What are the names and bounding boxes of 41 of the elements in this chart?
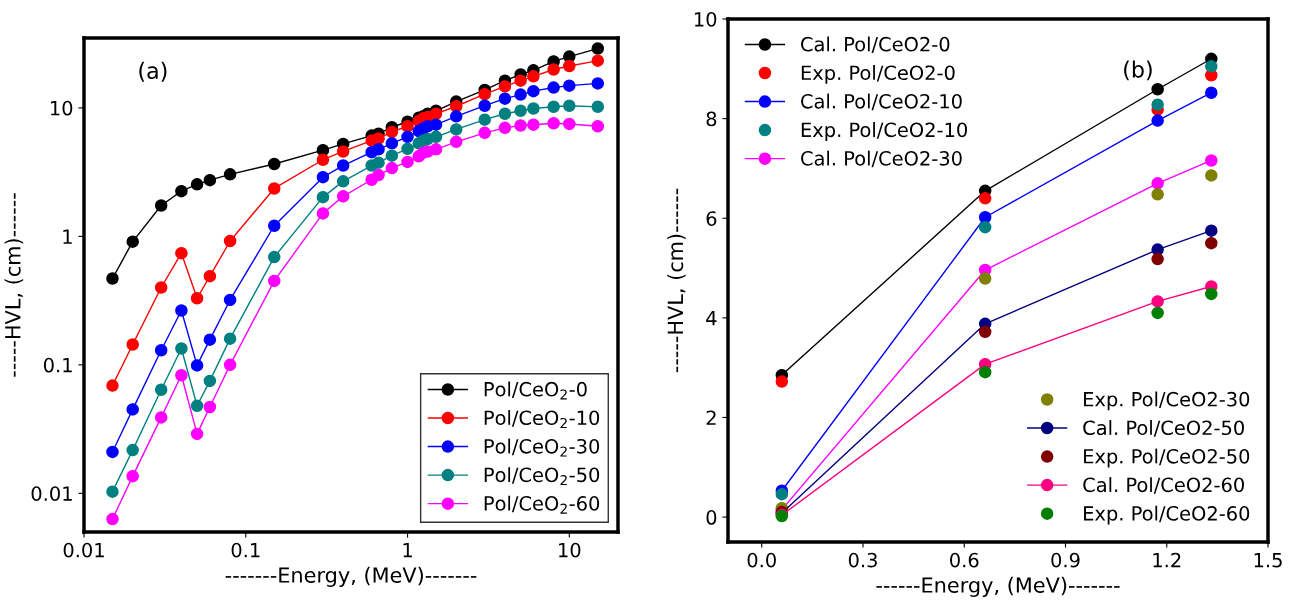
y-axis-title: -----HVL, (cm)------ (4, 193, 24, 377)
legend-label: Cal. Pol/CeO2-30 (801, 150, 962, 168)
x-tick-label: 0.6 (950, 552, 979, 568)
x-tick-label: 0.1 (231, 542, 260, 558)
legend-label: Cal. Pol/CeO2-0 (801, 36, 950, 54)
legend-label: Pol/CeO$_{2}$-60 (484, 495, 600, 514)
legend-label: Exp. Pol/CeO2-50 (1084, 448, 1250, 468)
legend-label: Cal. Pol/CeO2-50 (1083, 420, 1244, 437)
annotation: (b) (1124, 60, 1152, 81)
y-tick-label: 6 (706, 211, 717, 226)
y-tick-label: 0.1 (43, 357, 72, 373)
legend-label: Pol/CeO$_{2}$-10 (484, 410, 600, 429)
x-tick-label: 10 (559, 542, 581, 558)
y-tick-label: 4 (706, 311, 717, 326)
legend-label: Cal. Pol/CeO2-10 (801, 93, 962, 111)
legend-label: Exp. Pol/CeO2-0 (801, 65, 955, 84)
legend-label: Cal. Pol/CeO2-60 (1083, 477, 1244, 494)
y-tick-label: 10 (50, 100, 73, 116)
x-axis-title: -------Energy, (MeV)------- (225, 566, 477, 587)
x-tick-label: 1.5 (1254, 553, 1282, 568)
legend-label: Exp. Pol/CeO2-60 (1084, 505, 1250, 525)
y-tick-label: 8 (706, 111, 717, 127)
x-tick-label: 0.01 (63, 542, 104, 558)
legend-label: Exp. Pol/CeO2-10 (801, 122, 967, 141)
x-tick-label: 0.3 (848, 552, 877, 568)
y-axis-title: -----HVL, (cm)------ (667, 188, 686, 373)
y-tick-label: 1 (63, 229, 72, 244)
annotation: (a) (139, 61, 167, 82)
x-tick-label: 1 (403, 543, 412, 558)
legend-label: Pol/CeO$_{2}$-30 (484, 438, 600, 457)
y-tick-label: 10 (694, 11, 717, 27)
y-tick-label: 0 (706, 510, 717, 525)
x-tick-label: 1.2 (1153, 552, 1181, 568)
y-tick-label: 2 (706, 410, 716, 425)
legend-label: Exp. Pol/CeO2-30 (1084, 391, 1250, 411)
x-tick-label: 0.9 (1051, 552, 1080, 568)
legend-label: Pol/CeO$_{2}$-0 (484, 381, 587, 400)
legend-label: Pol/CeO$_{2}$-50 (484, 467, 600, 486)
x-tick-label: 0.0 (747, 552, 776, 568)
x-axis-title: ------Energy, (MeV)------- (876, 576, 1120, 597)
y-tick-label: 0.01 (31, 486, 72, 501)
